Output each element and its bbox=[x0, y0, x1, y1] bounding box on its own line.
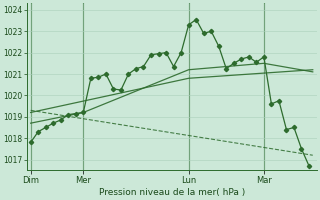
X-axis label: Pression niveau de la mer( hPa ): Pression niveau de la mer( hPa ) bbox=[99, 188, 245, 197]
